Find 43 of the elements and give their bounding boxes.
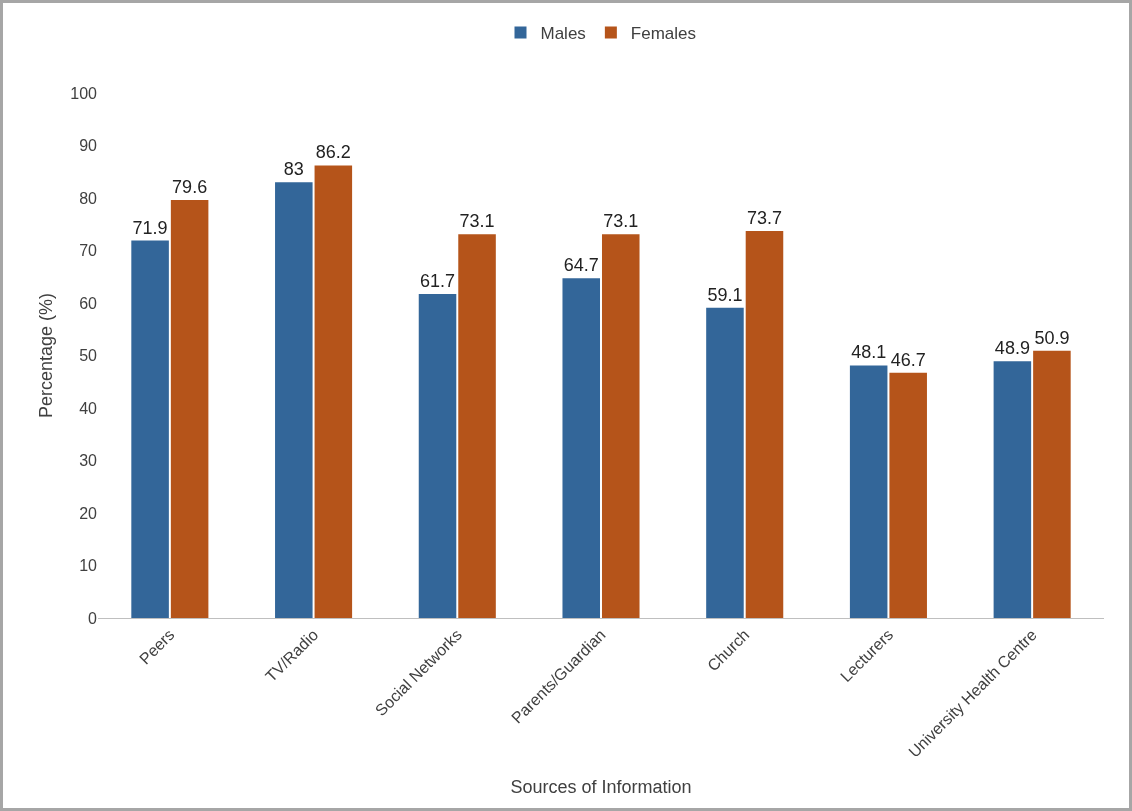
bar [314,165,353,618]
data-label: 83 [283,159,304,180]
data-label: 64.7 [563,255,599,276]
bar [745,231,784,618]
bar [418,294,457,618]
y-tick-label: 20 [79,504,98,522]
y-tick-label: 50 [79,347,98,365]
data-label: 73.7 [746,208,782,229]
y-tick-label: 60 [79,294,98,312]
data-label: 48.1 [851,342,887,363]
data-label: 73.1 [459,211,495,232]
data-label: 48.9 [994,338,1030,359]
y-tick-label: 90 [79,137,98,155]
legend-label: Males [540,24,586,44]
y-axis-title: Percentage (%) [36,292,56,419]
bar [849,365,888,618]
data-label: 61.7 [420,271,456,292]
data-label: 86.2 [315,142,351,163]
y-tick-label: 40 [79,399,98,417]
y-tick-label: 80 [79,189,98,207]
bar [562,278,601,618]
bar [170,200,209,618]
bar [275,182,313,618]
y-tick-label: 70 [79,242,98,260]
data-label: 59.1 [707,284,743,305]
data-label: 73.1 [603,211,639,232]
y-tick-label: 0 [88,609,98,627]
bar [458,234,496,618]
x-axis-title: Sources of Information [510,776,692,797]
bar [706,307,744,618]
data-label: 71.9 [132,217,168,238]
data-label: 50.9 [1034,327,1070,348]
bar [131,240,169,618]
bar [601,234,640,618]
y-tick-label: 100 [70,84,98,102]
y-tick-label: 30 [79,452,98,470]
data-label: 46.7 [890,349,926,370]
y-tick-label: 10 [79,557,98,575]
data-label: 79.6 [172,177,208,198]
bar [889,372,927,618]
legend-label: Females [630,24,697,44]
bar [1033,350,1071,618]
bar [993,361,1032,618]
